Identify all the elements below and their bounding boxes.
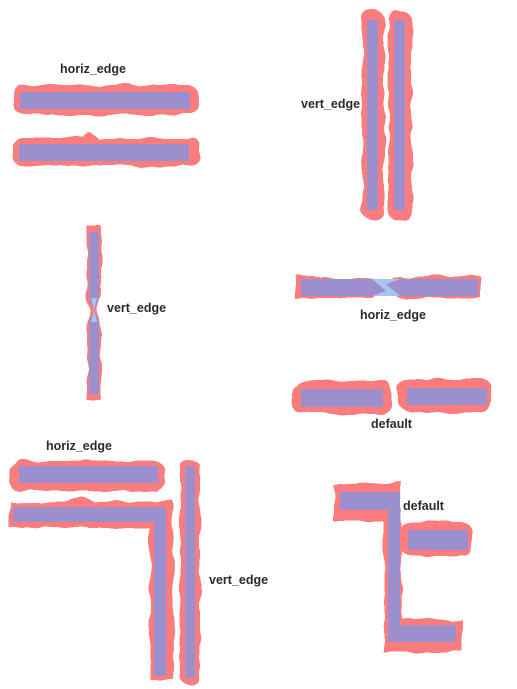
- label-default: default: [403, 499, 445, 513]
- bar-horizontal: [20, 92, 190, 109]
- overlap-region: [91, 298, 97, 322]
- label-vert-edge: vert_edge: [301, 97, 360, 111]
- group-vert-pinch: vert_edge: [87, 225, 166, 400]
- label-horiz-edge: horiz_edge: [60, 62, 126, 76]
- label-default: default: [371, 417, 413, 431]
- bar-vertical: [394, 20, 405, 210]
- group-default-bracket: default: [334, 482, 472, 652]
- group-default-pair: default: [292, 379, 491, 431]
- label-vert-edge: vert_edge: [107, 301, 166, 315]
- bar-vertical: [185, 466, 195, 678]
- halo-shapes: [9, 460, 200, 685]
- bar-l-shape: [13, 507, 166, 676]
- overlap-region: [372, 279, 400, 296]
- bar-horizontal: [19, 466, 158, 483]
- bar-horizontal: [19, 144, 189, 161]
- label-horiz-edge: horiz_edge: [360, 308, 426, 322]
- label-vert-edge: vert_edge: [209, 573, 268, 587]
- bar-horizontal: [301, 389, 383, 407]
- label-horiz-edge: horiz_edge: [46, 439, 112, 453]
- group-mixed-bottom-left: horiz_edge vert_edge: [9, 439, 268, 685]
- group-vert-pair-top-right: vert_edge: [301, 10, 412, 220]
- bar-bracket: [340, 492, 456, 642]
- bar-horizontal: [407, 388, 487, 405]
- bar-horizontal: [408, 530, 468, 550]
- group-horiz-pinch: horiz_edge: [296, 277, 481, 322]
- bar-vertical: [367, 20, 378, 210]
- group-horiz-pair-top-left: horiz_edge: [14, 62, 200, 166]
